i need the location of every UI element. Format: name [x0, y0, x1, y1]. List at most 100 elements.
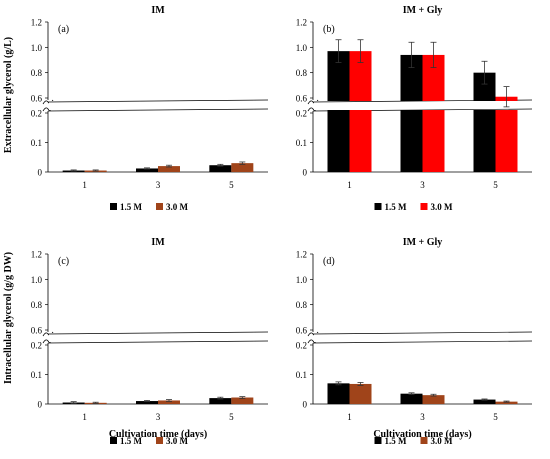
axis-break-band — [49, 333, 269, 342]
y-tick-label: 0.2 — [296, 341, 307, 351]
y-tick-label: 0 — [38, 168, 43, 178]
error-bar — [335, 39, 342, 63]
legend-label: 3.0 M — [431, 202, 454, 212]
bar — [209, 165, 232, 172]
axis-break-band — [314, 101, 533, 110]
y-tick-label: 0.6 — [296, 94, 308, 104]
bar — [327, 110, 350, 172]
y-tick-label: 1.2 — [296, 250, 307, 260]
break-line — [312, 331, 533, 335]
y-axis-label-top: Extracellular glycerol (g/L) — [3, 37, 14, 153]
break-line — [47, 331, 269, 335]
error-bar — [217, 396, 224, 400]
error-bar — [357, 382, 364, 386]
chart-title: IM + Gly — [403, 5, 443, 16]
legend: 1.5 M 3.0 M — [110, 436, 189, 446]
error-bar — [166, 399, 172, 402]
legend-swatch — [110, 203, 117, 210]
axis-break-band — [314, 333, 533, 342]
error-bar — [239, 396, 246, 399]
error-bar — [430, 393, 437, 397]
y-tick-label: 0.8 — [296, 68, 308, 78]
error-bar — [144, 400, 150, 403]
chart-panel: IM (a) 0 0.1 0.2 0.6 0.8 1.0 1.2 1 3 5 1.5 M 3.0 M — [31, 5, 269, 212]
error-bar — [217, 163, 224, 167]
chart-panel: IM + Gly (b) 0 0.1 0.2 0.6 0.8 1.0 1.2 1 3 5 1.5 M 3.… — [296, 5, 533, 212]
error-bar — [166, 164, 172, 168]
bar — [473, 72, 496, 101]
legend-swatch — [420, 203, 428, 210]
legend: 1.5 M 3.0 M — [110, 202, 189, 212]
bar — [136, 401, 158, 404]
error-bar — [335, 381, 342, 386]
legend-label: 1.5 M — [120, 436, 143, 446]
axis-break-band — [49, 101, 269, 110]
bar — [327, 51, 350, 101]
panel-label: (b) — [323, 24, 335, 35]
x-tick-label: 3 — [420, 180, 425, 190]
break-line — [47, 340, 269, 344]
y-tick-label: 0.2 — [31, 341, 42, 351]
bar — [473, 110, 496, 172]
legend-label: 1.5 M — [385, 436, 408, 446]
x-tick-label: 5 — [229, 180, 234, 190]
break-line — [47, 99, 269, 103]
legend-swatch — [156, 437, 163, 444]
chart-panel: IM (c) 0 0.1 0.2 0.6 0.8 1.0 1.2 1 3 5 Cultivation t… — [31, 237, 269, 446]
y-tick-label: 0.2 — [31, 109, 42, 119]
panel-label: (c) — [58, 256, 69, 267]
x-tick-label: 1 — [347, 180, 352, 190]
bar — [158, 400, 180, 404]
x-tick-label: 1 — [82, 180, 87, 190]
bar — [136, 168, 158, 172]
error-bar — [481, 60, 488, 85]
error-bar — [481, 398, 488, 401]
legend-swatch — [156, 203, 163, 210]
error-bar — [357, 39, 364, 63]
y-tick-label: 0.6 — [296, 326, 308, 336]
chart-title: IM — [151, 237, 165, 248]
error-bar — [503, 400, 510, 403]
y-tick-label: 0.8 — [31, 68, 43, 78]
legend-swatch — [374, 203, 382, 210]
legend-swatch — [420, 437, 428, 444]
y-tick-label: 0 — [303, 400, 308, 410]
bar — [400, 393, 423, 404]
y-tick-label: 1.2 — [296, 18, 307, 28]
legend-label: 3.0 M — [431, 436, 454, 446]
x-tick-label: 5 — [493, 412, 498, 422]
bar — [231, 397, 254, 404]
error-bar — [408, 392, 415, 395]
bar — [158, 166, 180, 172]
bar — [495, 401, 518, 404]
x-axis-label: Cultivation time (days) — [109, 429, 207, 440]
x-tick-label: 1 — [347, 412, 352, 422]
error-bar — [70, 401, 77, 404]
panel-label: (d) — [323, 256, 335, 267]
x-tick-label: 3 — [420, 412, 425, 422]
y-tick-label: 1.0 — [296, 275, 308, 285]
x-tick-label: 1 — [82, 412, 87, 422]
legend-swatch — [110, 437, 117, 444]
chart-panel: IM + Gly (d) 0 0.1 0.2 0.6 0.8 1.0 1.2 1 3 5 Cultiva… — [296, 237, 533, 446]
error-bar — [92, 401, 99, 404]
y-tick-label: 0.1 — [296, 370, 307, 380]
chart-title: IM + Gly — [403, 237, 443, 248]
y-tick-label: 0.1 — [296, 138, 307, 148]
y-tick-label: 1.0 — [31, 43, 43, 53]
x-tick-label: 5 — [229, 412, 234, 422]
y-tick-label: 0.1 — [31, 138, 42, 148]
chart-panels: IM(a)00.10.20.60.81.01.21 3 51.5 M 3.0 MIM … — [31, 5, 533, 446]
chart-title: IM — [151, 5, 165, 16]
legend-swatch — [374, 437, 382, 444]
y-tick-label: 1.2 — [31, 18, 42, 28]
break-line — [312, 340, 533, 344]
legend: 1.5 M 3.0 M — [374, 202, 454, 212]
y-tick-label: 0 — [303, 168, 308, 178]
bar — [422, 54, 445, 101]
error-bar — [70, 169, 77, 172]
y-tick-label: 0.2 — [296, 109, 307, 119]
break-line — [47, 108, 269, 112]
bar — [422, 110, 445, 172]
